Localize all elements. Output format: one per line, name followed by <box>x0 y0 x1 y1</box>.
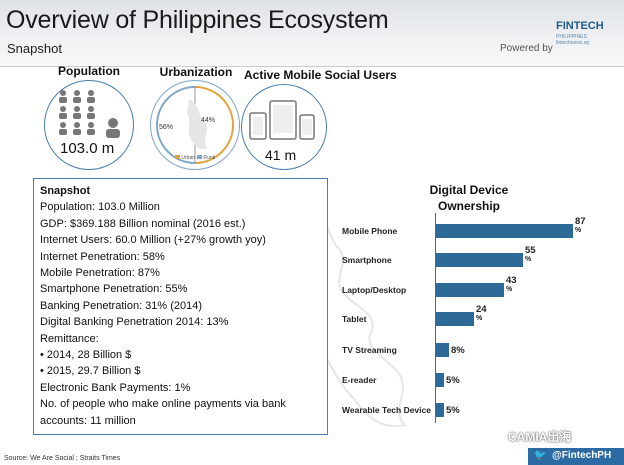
bar-label: TV Streaming <box>342 345 397 355</box>
snapshot-line: Population: 103.0 Million <box>40 201 160 214</box>
bar <box>436 343 449 357</box>
population-circle <box>44 80 134 170</box>
population-value: 103.0 m <box>60 140 115 157</box>
bar-value-label: 87% <box>575 216 586 234</box>
bar <box>436 224 573 238</box>
page-subtitle: Snapshot <box>7 41 62 56</box>
snapshot-line: Mobile Penetration: 87% <box>40 267 160 280</box>
bar-value-label: 43% <box>506 275 517 293</box>
bar-value-label: 5% <box>446 375 460 386</box>
twitter-icon: 🐦 <box>534 450 547 461</box>
urbanization-circle: 56% 44% Urban Rural <box>150 80 240 170</box>
bar-label: E-reader <box>342 375 377 385</box>
snapshot-line: Digital Banking Penetration 2014: 13% <box>40 316 229 329</box>
snapshot-line: No. of people who make online payments v… <box>40 398 286 411</box>
bar-label: Laptop/Desktop <box>342 285 407 295</box>
bar <box>436 373 444 387</box>
mobile-social-label: Active Mobile Social Users <box>244 68 397 82</box>
chart-title: Digital Device Ownership <box>429 183 509 213</box>
people-icon <box>59 90 120 138</box>
bar-value-label: 5% <box>446 405 460 416</box>
bar-value-label: 55% <box>525 245 536 263</box>
snapshot-line: • 2015, 29.7 Billion $ <box>40 365 141 378</box>
bar <box>436 403 444 417</box>
urban-percent: 56% <box>159 124 174 131</box>
bar-label: Wearable Tech Device <box>342 405 431 415</box>
twitter-bar <box>528 448 624 465</box>
snapshot-line: accounts: 11 million <box>40 414 136 427</box>
devices-icon <box>249 100 315 140</box>
source-note: Source: We Are Social ; Straits Times <box>4 455 121 462</box>
population-label: Population <box>58 64 120 78</box>
camia-watermark: CAMIA出海 <box>508 430 572 444</box>
urbanization-label: Urbanization <box>159 65 233 79</box>
urban-legend: Urban <box>175 155 195 161</box>
snapshot-line: Electronic Bank Payments: 1% <box>40 381 191 394</box>
snapshot-line: Banking Penetration: 31% (2014) <box>40 299 203 312</box>
snapshot-line: Remittance: <box>40 332 99 345</box>
snapshot-line: Internet Penetration: 58% <box>40 250 165 263</box>
bar-value-label: 8% <box>451 345 465 356</box>
snapshot-line: Internet Users: 60.0 Million (+27% growt… <box>40 234 266 247</box>
chart-axis <box>435 213 436 423</box>
mobile-social-value: 41 m <box>265 147 297 163</box>
snapshot-line: GDP: $369.188 Billion nominal (2016 est.… <box>40 217 246 230</box>
bar-label: Smartphone <box>342 255 392 265</box>
bar <box>436 253 523 267</box>
rural-legend: Rural <box>197 155 215 161</box>
page-title: Overview of Philippines Ecosystem <box>6 6 389 34</box>
rural-percent: 44% <box>201 117 216 124</box>
snapshot-line: Smartphone Penetration: 55% <box>40 283 188 296</box>
snapshot-title: Snapshot <box>40 185 91 197</box>
bar <box>436 312 474 326</box>
bar <box>436 283 504 297</box>
snapshot-box: Snapshot Population: 103.0 Million GDP: … <box>33 178 328 435</box>
header-banner: Overview of Philippines Ecosystem Snapsh… <box>0 0 624 67</box>
fintech-logo: FINTECH PHILIPPINES fintechnews.sg <box>556 20 604 46</box>
twitter-handle: @FintechPH <box>552 450 612 461</box>
bar-value-label: 24% <box>476 304 487 322</box>
powered-by-label: Powered by <box>500 43 553 54</box>
mobile-social-circle <box>241 84 327 170</box>
bar-label: Mobile Phone <box>342 226 398 236</box>
urbanization-pie <box>156 86 234 164</box>
bar-label: Tablet <box>342 314 367 324</box>
snapshot-line: • 2014, 28 Billion $ <box>40 349 132 362</box>
